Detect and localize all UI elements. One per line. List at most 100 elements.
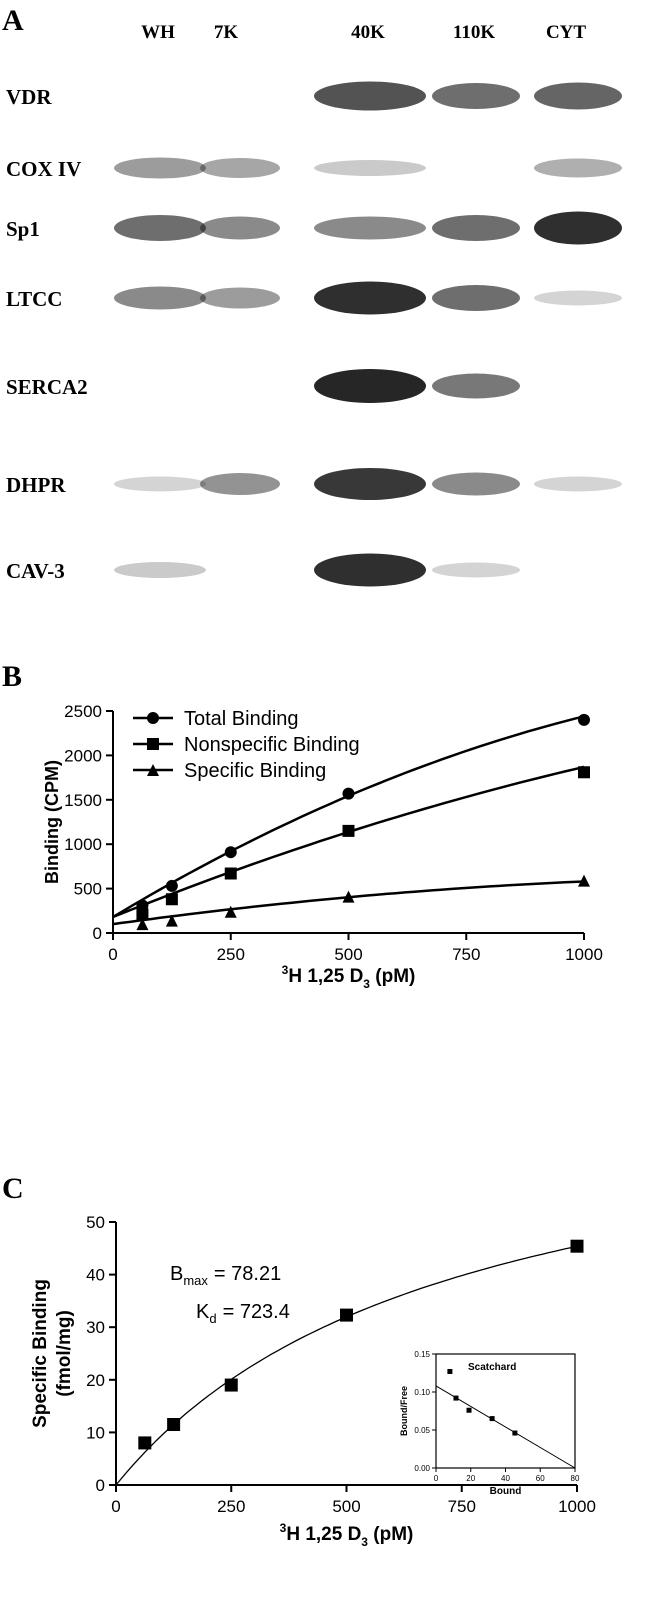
x-tick-label: 80: [571, 1474, 580, 1483]
x-tick-label: 20: [466, 1474, 475, 1483]
bmax-value: = 78.21: [214, 1263, 281, 1285]
x-label-sup: 3: [282, 963, 289, 977]
blot-row-label: CAV-3: [6, 559, 65, 583]
data-point: [578, 766, 590, 779]
y-tick-label: 0: [93, 924, 102, 943]
blot-band: [534, 158, 622, 178]
blot-rows: VDR COX IV Sp1 LTCC SERCA2 DHPR CAV-3: [6, 81, 622, 587]
kd-label: K: [196, 1301, 210, 1323]
x-tick-label: 250: [217, 1497, 245, 1516]
blot-band: [432, 215, 520, 241]
blot-band: [314, 468, 426, 500]
blot-row-label: SERCA2: [6, 375, 88, 399]
blot-band: [534, 476, 622, 492]
blot-row-label: Sp1: [6, 217, 40, 241]
blot-column-40k: 40K: [351, 22, 385, 43]
data-point: [165, 914, 178, 927]
series-nonspecific-binding: [112, 765, 590, 921]
kd-annotation: Kd = 723.4: [196, 1301, 290, 1326]
data-point: [512, 1430, 518, 1436]
y-tick-label: 2000: [64, 746, 102, 765]
x-tick-label: 500: [332, 1497, 360, 1516]
blot-row-cav-3: CAV-3: [6, 553, 520, 587]
panel-label-b: B: [2, 660, 22, 693]
blot-band: [114, 157, 206, 179]
data-point: [342, 824, 355, 837]
x-axis-label: 3H 1,25 D3 (pM): [280, 1521, 414, 1549]
x-label-main: H 1,25 D: [288, 966, 363, 987]
blot-band: [534, 290, 622, 306]
y-axis-label: Binding (CPM): [42, 760, 62, 884]
blot-column-7k: 7K: [214, 22, 239, 43]
inset-title: Scatchard: [468, 1362, 516, 1373]
blot-band: [534, 82, 622, 110]
data-point: [578, 874, 590, 887]
y-tick-label: 1500: [64, 791, 102, 810]
x-tick-label: 750: [448, 1497, 476, 1516]
bmax-sub: max: [183, 1273, 208, 1288]
data-point: [570, 1239, 584, 1253]
x-tick-label: 1000: [558, 1497, 596, 1516]
data-point: [224, 867, 237, 880]
blot-band: [432, 373, 520, 399]
x-tick-label: 1000: [565, 945, 603, 964]
y-tick-label: 0.15: [414, 1350, 430, 1359]
y-tick-label: 40: [86, 1266, 105, 1285]
blot-row-ltcc: LTCC: [6, 281, 622, 315]
data-point: [138, 1436, 152, 1450]
x-label-sup: 3: [280, 1521, 287, 1535]
legend-marker: [147, 738, 159, 750]
bmax-label: B: [170, 1263, 183, 1285]
blot-row-vdr: VDR: [6, 81, 622, 111]
y-axis-label: Bound/Free: [399, 1386, 409, 1436]
data-point: [340, 1308, 353, 1322]
y-axis-label-line1: Specific Binding: [30, 1279, 51, 1428]
x-tick-label: 40: [501, 1474, 510, 1483]
y-tick-label: 20: [86, 1371, 105, 1390]
x-label-tail: (pM): [370, 966, 415, 987]
blot-band: [200, 287, 280, 309]
blot-band: [200, 473, 280, 495]
blot-band: [114, 476, 206, 492]
data-point: [136, 918, 149, 931]
data-point: [342, 787, 355, 800]
blot-band: [432, 472, 520, 496]
blot-row-label: COX IV: [6, 157, 81, 181]
panel-label-c: C: [2, 1172, 24, 1205]
regression-line: [435, 1385, 576, 1469]
data-point: [342, 890, 355, 903]
blot-column-cyt: CYT: [546, 22, 586, 43]
blot-band: [114, 286, 206, 310]
series-total-binding: [112, 713, 590, 919]
x-axis-label: Bound: [490, 1486, 522, 1497]
x-label-sub: 3: [361, 1535, 368, 1549]
blot-band: [314, 216, 426, 240]
x-tick-label: 250: [217, 945, 245, 964]
y-tick-label: 1000: [64, 835, 102, 854]
y-tick-label: 0.10: [414, 1388, 430, 1397]
data-point: [165, 893, 178, 906]
legend-entry: Total Binding: [184, 708, 299, 730]
blot-band: [114, 215, 206, 241]
data-point: [466, 1407, 472, 1413]
blot-column-wh: WH: [141, 22, 175, 43]
blot-row-label: VDR: [6, 85, 52, 109]
blot-band: [432, 562, 520, 578]
blot-band: [314, 369, 426, 403]
kd-sub: d: [209, 1311, 216, 1326]
legend-entry: Specific Binding: [184, 760, 326, 782]
data-point: [224, 905, 237, 918]
x-axis-label: 3H 1,25 D3 (pM): [282, 963, 416, 991]
x-tick-label: 500: [334, 945, 362, 964]
y-tick-label: 2500: [64, 702, 102, 721]
data-point: [447, 1368, 453, 1374]
blot-row-dhpr: DHPR: [6, 468, 622, 500]
series-specific-binding: [112, 874, 590, 931]
blot-band: [314, 553, 426, 587]
blot-band: [200, 158, 280, 178]
blot-band: [114, 562, 206, 578]
chart-scatchard-inset: 0.00 0.05 0.10 0.15 0 20 40 60 80 Bound Bound/Free…: [399, 1350, 580, 1497]
